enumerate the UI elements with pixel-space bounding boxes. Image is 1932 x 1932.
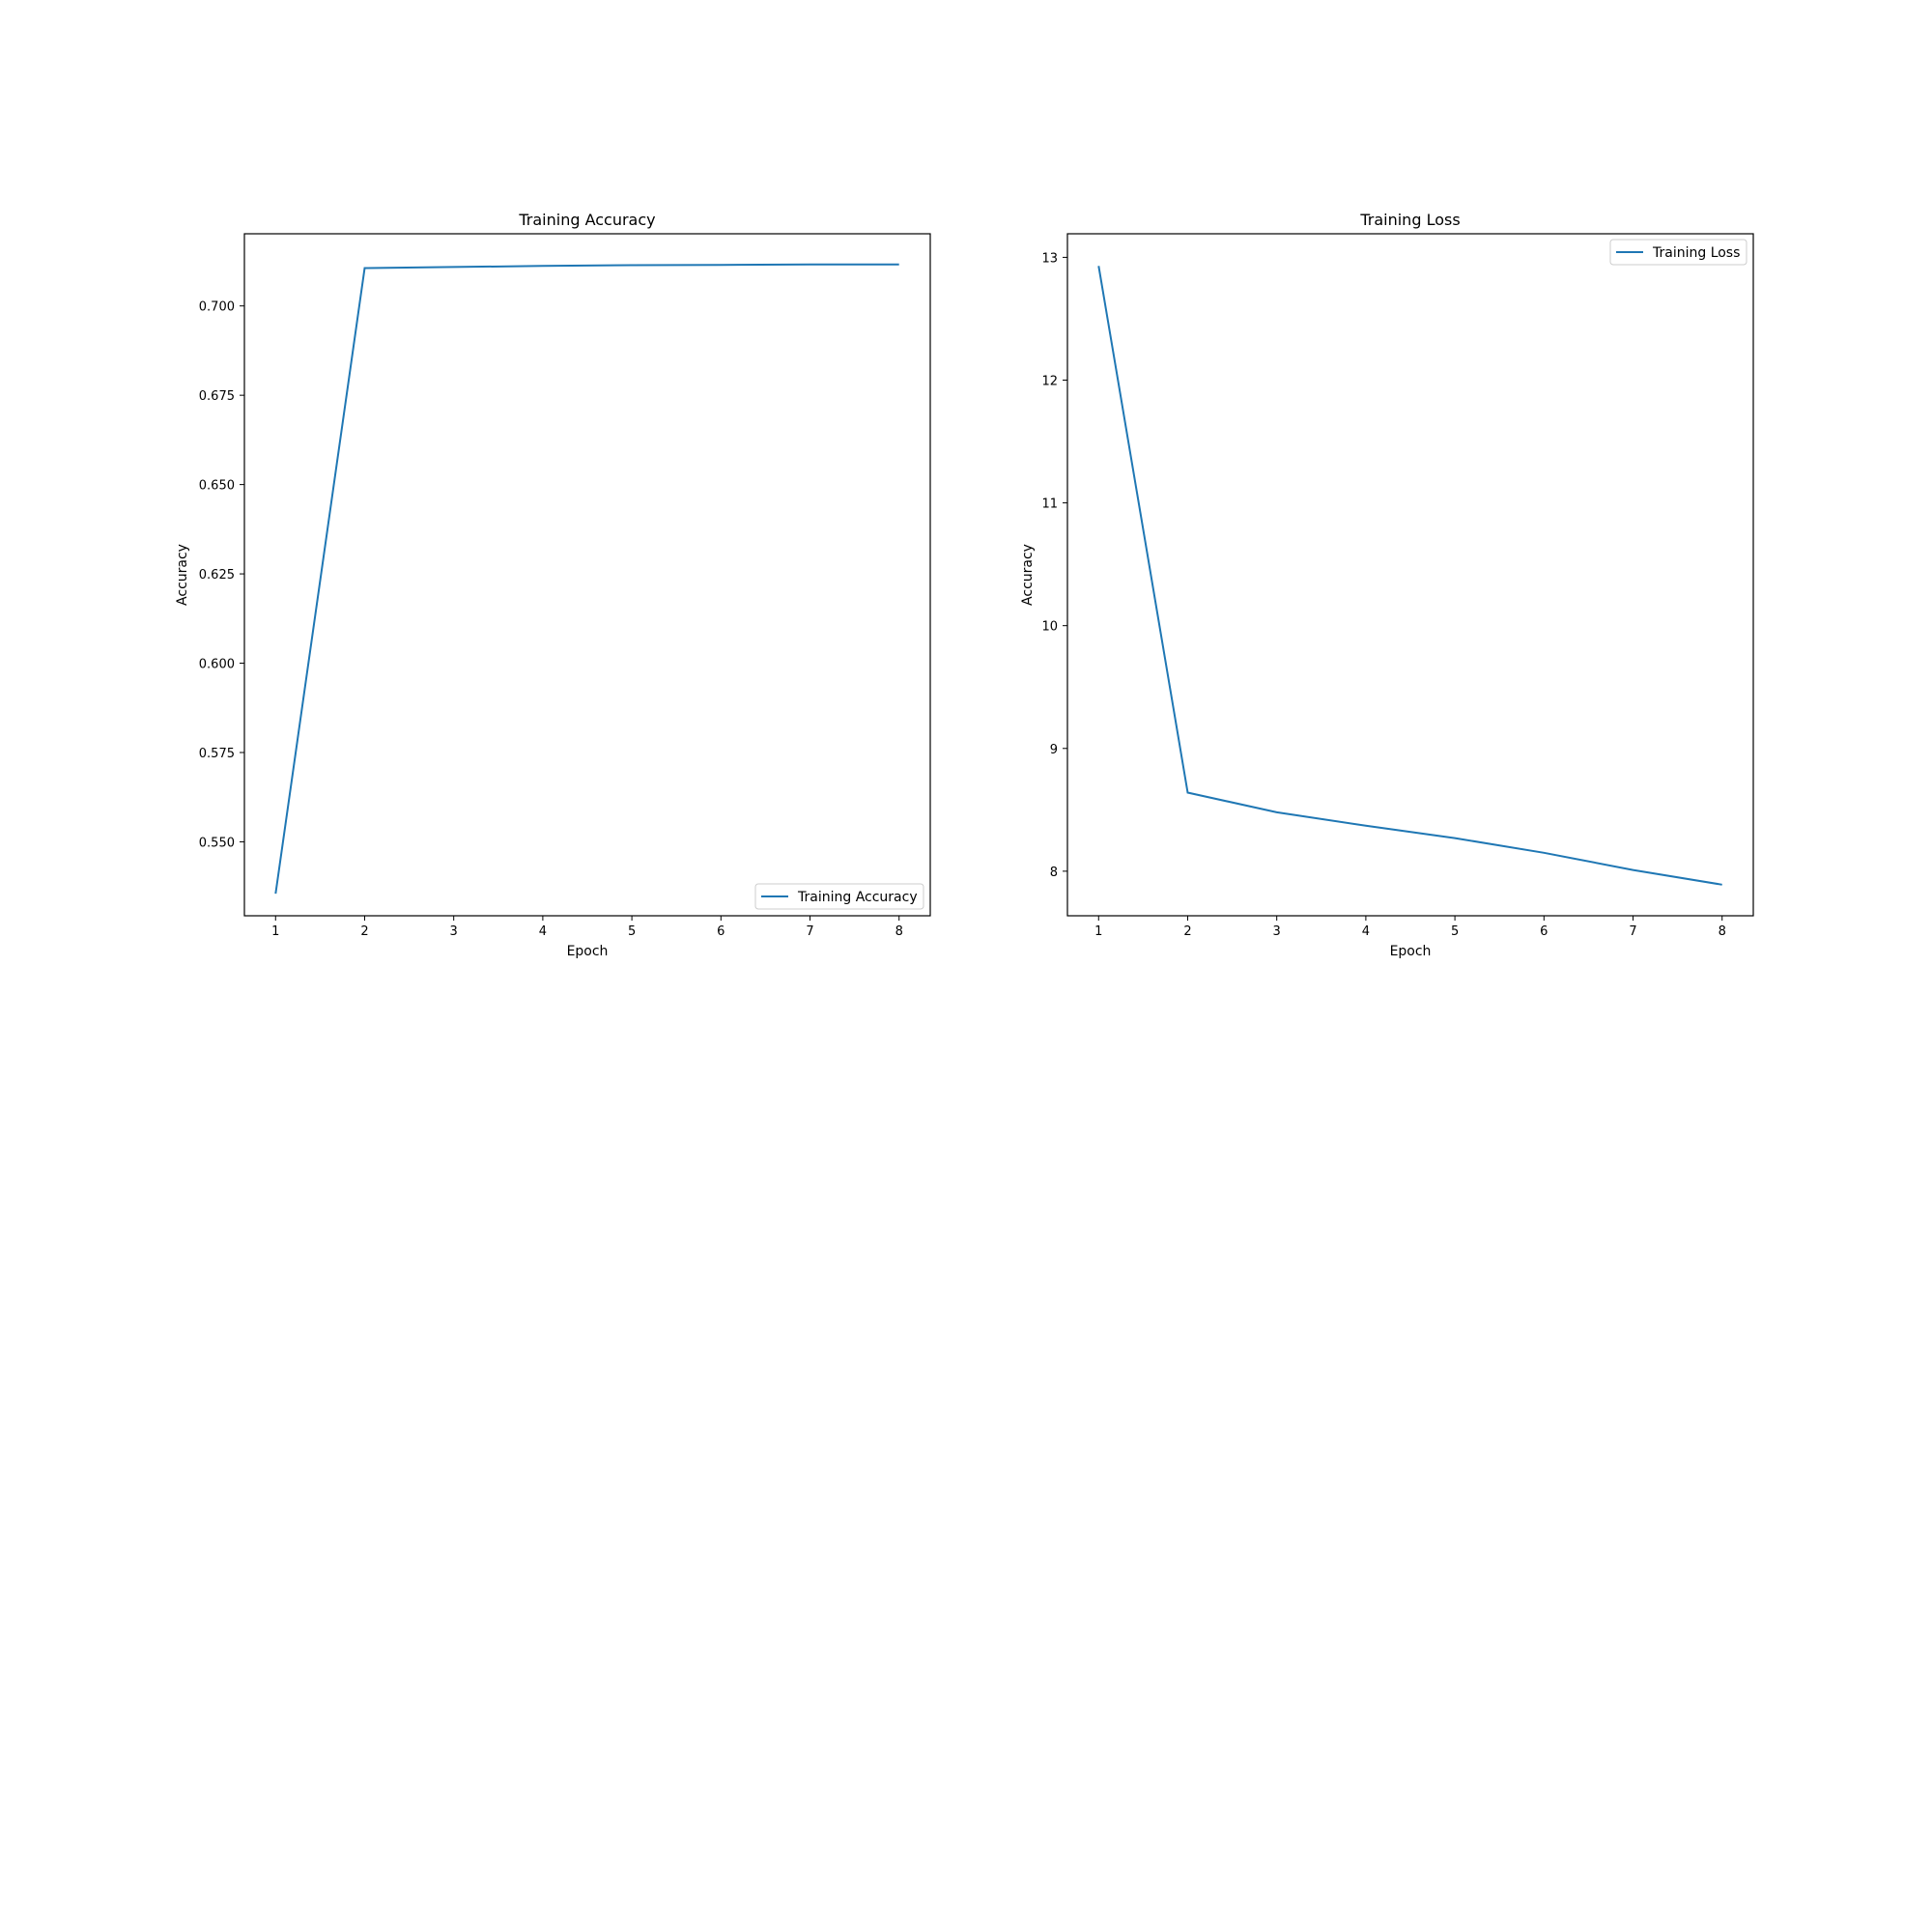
plot-area	[1097, 266, 1722, 886]
x-tick-label: 1	[271, 924, 279, 939]
x-tick-label: 8	[895, 924, 903, 939]
x-tick-label: 3	[1273, 924, 1281, 939]
y-axis-label: Accuracy	[175, 544, 190, 606]
series-line-0	[274, 263, 899, 895]
x-tick-label: 1	[1094, 924, 1102, 939]
plot-area	[274, 263, 899, 895]
y-tick-label: 9	[1050, 743, 1058, 757]
y-tick-label: 0.700	[199, 300, 235, 315]
x-tick-label: 7	[1629, 924, 1636, 939]
y-axis-ticks: 0.550 0.575 0.600 0.625 0.650 0.675 0.700	[199, 300, 244, 850]
x-tick-label: 3	[450, 924, 458, 939]
y-tick-label: 0.625	[199, 568, 235, 582]
x-axis-ticks: 1 2 3 4 5 6 7 8	[1094, 916, 1726, 939]
y-tick-label: 0.600	[199, 658, 235, 672]
y-tick-label: 8	[1050, 866, 1058, 880]
x-tick-label: 7	[806, 924, 813, 939]
y-tick-label: 12	[1041, 374, 1058, 388]
y-axis-ticks: 8 9 10 11 12 13	[1041, 251, 1067, 880]
legend-frame	[754, 883, 924, 910]
legend: Training Accuracy	[754, 883, 924, 910]
x-axis-label: Epoch	[1390, 944, 1432, 959]
y-tick-label: 0.575	[199, 747, 235, 761]
x-tick-label: 5	[1451, 924, 1459, 939]
x-axis-ticks: 1 2 3 4 5 6 7 8	[271, 916, 903, 939]
x-tick-label: 6	[1540, 924, 1548, 939]
chart-title: Training Loss	[1359, 211, 1460, 229]
x-tick-label: 5	[628, 924, 636, 939]
y-axis-label: Accuracy	[1020, 544, 1036, 606]
y-tick-label: 10	[1041, 620, 1058, 635]
x-tick-label: 2	[1183, 924, 1191, 939]
axes-frame	[243, 233, 931, 917]
x-tick-label: 4	[1362, 924, 1370, 939]
x-tick-label: 6	[717, 924, 724, 939]
x-axis-label: Epoch	[567, 944, 609, 959]
y-tick-label: 13	[1041, 251, 1058, 266]
y-tick-label: 11	[1041, 497, 1058, 512]
legend-label: Training Accuracy	[797, 890, 918, 905]
x-tick-label: 4	[539, 924, 547, 939]
legend: Training Loss	[1609, 239, 1747, 266]
x-tick-label: 2	[360, 924, 368, 939]
x-tick-label: 8	[1719, 924, 1726, 939]
y-tick-label: 0.550	[199, 836, 235, 850]
y-tick-label: 0.675	[199, 389, 235, 404]
axes-frame	[1066, 233, 1754, 917]
series-line-0	[1097, 266, 1722, 886]
legend-frame	[1609, 239, 1747, 266]
chart-title: Training Accuracy	[518, 211, 655, 229]
legend-label: Training Loss	[1652, 245, 1740, 261]
subplot-accuracy: Training Accuracy 1 2 3 4 5 6 7 8 0.550 0.575 0.6…	[175, 211, 931, 959]
y-tick-label: 0.650	[199, 479, 235, 494]
